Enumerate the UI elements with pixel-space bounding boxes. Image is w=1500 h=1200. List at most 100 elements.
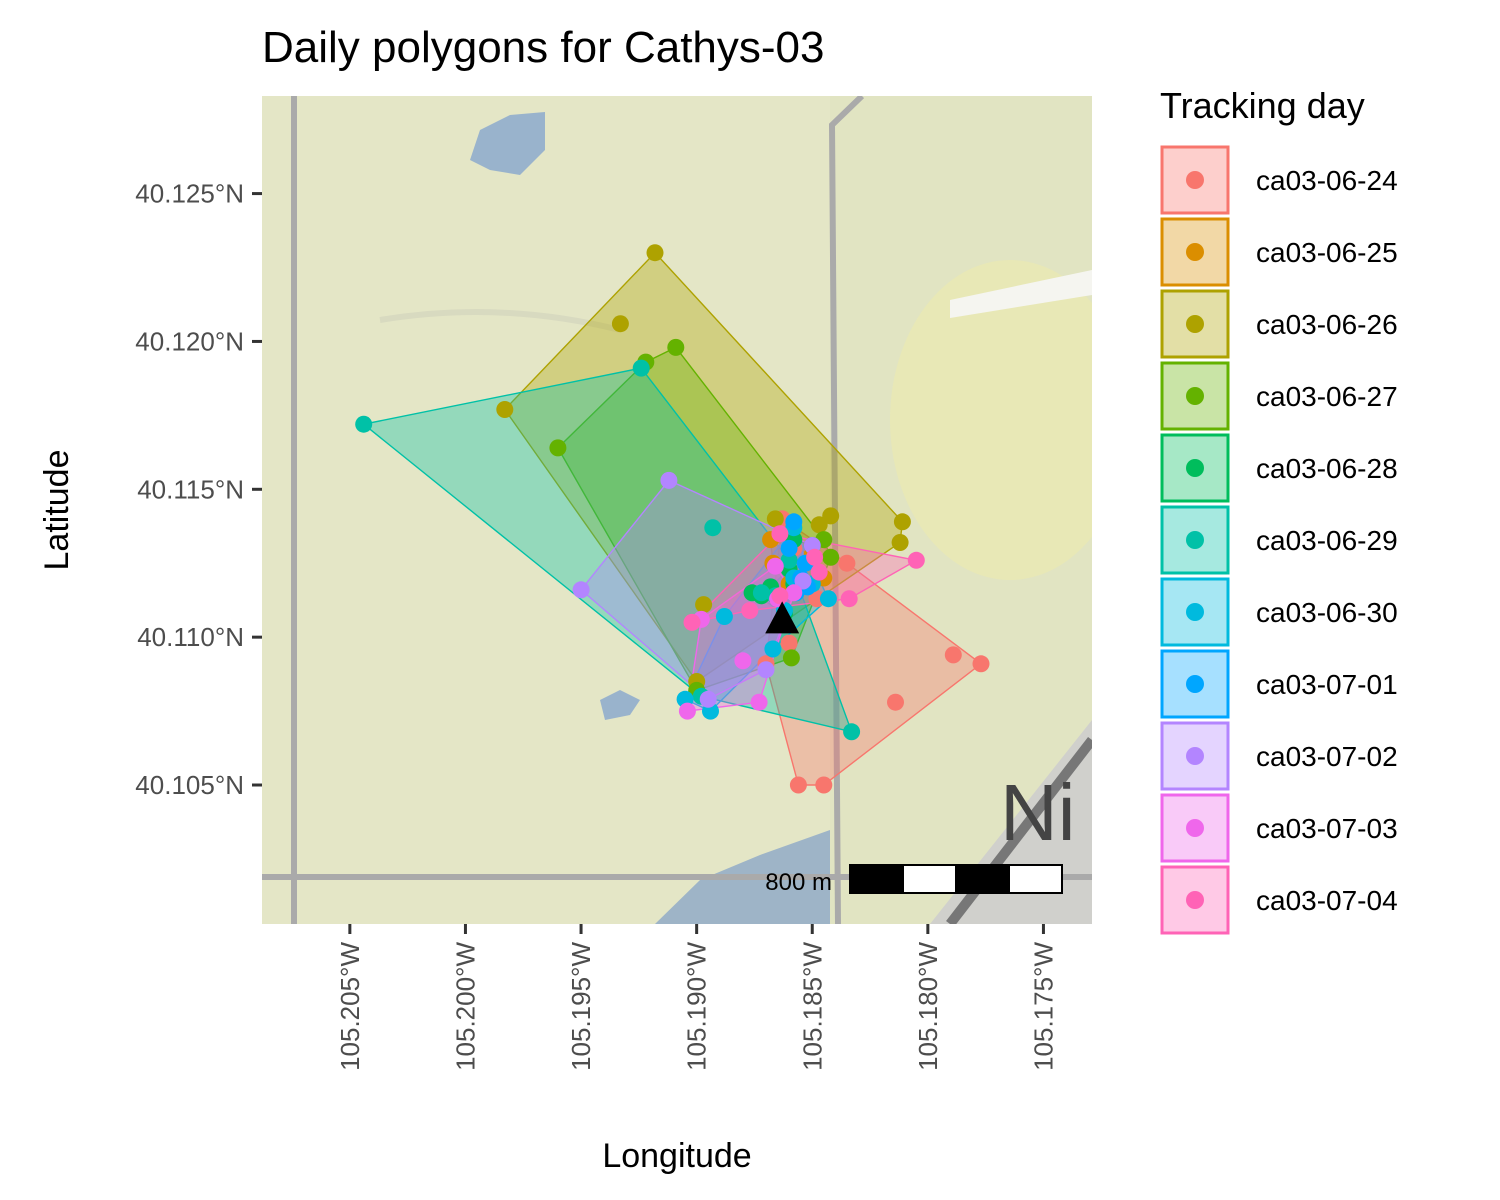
x-tick-label-5: 105.180°W (913, 942, 943, 1071)
point-ca03-06-24-4 (815, 776, 833, 794)
point-ca03-07-03-1 (734, 652, 752, 670)
legend-item-ca03-06-25: ca03-06-25 (1160, 217, 1398, 287)
legend-item-ca03-06-27: ca03-06-27 (1160, 361, 1398, 431)
y-axis-title: Latitude (38, 450, 76, 571)
legend-dot-ca03-06-25 (1186, 243, 1204, 261)
x-tick-label-3: 105.190°W (682, 942, 712, 1071)
x-tick-label-0: 105.205°W (335, 942, 365, 1071)
legend-item-ca03-06-28: ca03-06-28 (1160, 433, 1398, 503)
point-ca03-06-26-7 (766, 510, 784, 528)
point-ca03-07-04-6 (771, 587, 789, 605)
point-ca03-06-24-11 (838, 554, 856, 572)
point-ca03-07-03-3 (678, 702, 696, 720)
legend-item-ca03-06-30: ca03-06-30 (1160, 577, 1398, 647)
point-ca03-07-04-5 (741, 602, 759, 619)
legend-dot-ca03-06-24 (1186, 171, 1204, 189)
hull-ca03-06-29 (362, 367, 853, 733)
point-ca03-07-03-4 (766, 557, 784, 575)
y-tick-label-3: 40.110°N (137, 622, 244, 652)
y-tick-label-4: 40.105°N (135, 770, 244, 800)
legend-label-ca03-06-26: ca03-06-26 (1256, 309, 1398, 340)
point-ca03-07-02-3 (699, 690, 717, 708)
legend-dot-ca03-07-04 (1186, 891, 1204, 909)
point-ca03-07-02-1 (572, 581, 590, 599)
legend-dot-ca03-06-28 (1186, 459, 1204, 477)
point-ca03-06-26-6 (810, 516, 828, 534)
point-ca03-06-29-5 (752, 584, 770, 602)
point-ca03-07-04-7 (683, 613, 701, 631)
basemap: Ni (262, 96, 1092, 924)
x-axis-title: Longitude (602, 1137, 751, 1175)
point-ca03-06-26-4 (891, 534, 909, 551)
chart-title: Daily polygons for Cathys-03 (262, 23, 824, 72)
point-ca03-06-27-2 (549, 439, 567, 457)
point-ca03-07-04-0 (771, 525, 789, 543)
legend-label-ca03-06-24: ca03-06-24 (1256, 165, 1398, 196)
point-ca03-07-02-0 (660, 471, 678, 489)
legend-dot-ca03-06-27 (1186, 387, 1204, 405)
y-tick-label-2: 40.115°N (137, 474, 244, 504)
scale-bar: 800 m (765, 864, 1063, 896)
legend-dot-ca03-06-29 (1186, 531, 1204, 549)
point-ca03-06-29-2 (843, 723, 861, 741)
point-ca03-06-27-3 (822, 548, 840, 566)
point-ca03-07-04-3 (840, 590, 858, 608)
point-ca03-06-29-4 (704, 519, 722, 537)
svg-text:Ni: Ni (1000, 768, 1076, 857)
y-tick-label-0: 40.125°N (135, 179, 244, 209)
point-ca03-06-26-9 (695, 596, 713, 614)
legend: Tracking day ca03-06-24ca03-06-25ca03-06… (1160, 85, 1398, 935)
legend-item-ca03-06-29: ca03-06-29 (1160, 505, 1398, 575)
point-ca03-06-24-5 (789, 776, 807, 794)
legend-dot-ca03-07-01 (1186, 675, 1204, 693)
y-axis: 40.125°N 40.120°N 40.115°N 40.110°N 40.105°N (135, 179, 262, 800)
legend-dot-ca03-07-02 (1186, 747, 1204, 765)
legend-item-ca03-07-03: ca03-07-03 (1160, 793, 1398, 863)
x-tick-label-2: 105.195°W (566, 942, 596, 1071)
point-ca03-06-29-1 (632, 359, 650, 377)
legend-label-ca03-07-02: ca03-07-02 (1256, 741, 1398, 772)
point-ca03-06-26-5 (822, 507, 840, 525)
point-ca03-07-01-1 (780, 539, 798, 557)
x-tick-label-4: 105.185°W (797, 942, 827, 1071)
point-ca03-06-24-1 (972, 655, 990, 673)
legend-label-ca03-06-25: ca03-06-25 (1256, 237, 1398, 268)
point-ca03-06-26-1 (611, 315, 629, 333)
point-ca03-07-01-0 (785, 513, 803, 531)
point-ca03-07-04-1 (806, 548, 824, 566)
point-ca03-06-26-0 (646, 244, 664, 262)
legend-dot-ca03-06-30 (1186, 603, 1204, 621)
point-ca03-07-04-4 (907, 551, 925, 569)
scale-bar-label: 800 m (765, 869, 832, 896)
x-axis: 105.205°W 105.200°W 105.195°W 105.190°W 105.… (335, 924, 1058, 1071)
legend-item-ca03-07-04: ca03-07-04 (1160, 865, 1398, 935)
legend-item-ca03-07-01: ca03-07-01 (1160, 649, 1398, 719)
legend-key-ca03-07-02 (1160, 721, 1230, 791)
legend-label-ca03-06-28: ca03-06-28 (1256, 453, 1398, 484)
legend-dot-ca03-07-03 (1186, 819, 1204, 837)
point-ca03-06-24-10 (780, 634, 798, 652)
legend-item-ca03-06-24: ca03-06-24 (1160, 145, 1398, 215)
x-tick-label-6: 105.175°W (1028, 942, 1058, 1071)
legend-items: ca03-06-24 ca03-06-25 ca03-06-26 ca03-06-27… (1160, 145, 1398, 935)
legend-item-ca03-06-26: ca03-06-26 (1160, 289, 1398, 359)
point-ca03-07-03-2 (750, 693, 768, 711)
legend-title: Tracking day (1160, 85, 1365, 126)
legend-label-ca03-06-29: ca03-06-29 (1256, 525, 1398, 556)
point-ca03-06-26-3 (893, 513, 911, 531)
legend-label-ca03-07-01: ca03-07-01 (1256, 669, 1398, 700)
point-ca03-06-27-0 (667, 338, 685, 356)
point-ca03-07-02-5 (794, 572, 812, 590)
point-ca03-07-02-2 (757, 661, 775, 679)
legend-dot-ca03-06-26 (1186, 315, 1204, 333)
x-tick-label-1: 105.200°W (450, 942, 480, 1071)
legend-label-ca03-06-27: ca03-06-27 (1256, 381, 1398, 412)
legend-item-ca03-07-02: ca03-07-02 (1160, 721, 1398, 791)
legend-label-ca03-06-30: ca03-06-30 (1256, 597, 1398, 628)
y-tick-label-1: 40.120°N (135, 326, 244, 356)
point-ca03-06-30-3 (764, 640, 782, 658)
point-ca03-06-29-0 (355, 415, 373, 433)
point-ca03-06-30-8 (819, 590, 837, 608)
legend-label-ca03-07-03: ca03-07-03 (1256, 813, 1398, 844)
